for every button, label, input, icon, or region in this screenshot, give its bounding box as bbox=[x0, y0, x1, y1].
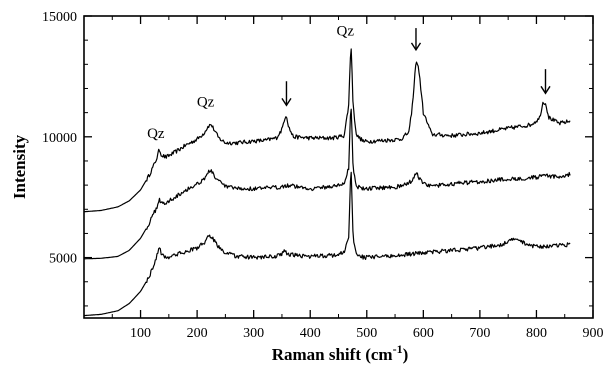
x-tick-label: 800 bbox=[526, 326, 547, 341]
y-tick-label: 10000 bbox=[42, 131, 77, 146]
x-axis-title: Raman shift (cm-1) bbox=[272, 342, 409, 364]
x-tick-label: 200 bbox=[187, 326, 208, 341]
x-tick-label: 900 bbox=[583, 326, 603, 341]
axis-ticks bbox=[84, 15, 594, 318]
y-tick-label: 15000 bbox=[42, 10, 77, 25]
qz-peak-label: Qz bbox=[197, 95, 215, 111]
annotations: Qz Qz Qz bbox=[147, 23, 551, 142]
qz-peak-label: Qz bbox=[337, 23, 355, 39]
x-tick-label: 400 bbox=[300, 326, 321, 341]
plot-frame bbox=[83, 15, 594, 319]
x-tick-label: 500 bbox=[356, 326, 377, 341]
y-tick-label: 5000 bbox=[49, 252, 77, 267]
peak-arrow-icon bbox=[540, 69, 551, 95]
x-tick-label: 700 bbox=[469, 326, 490, 341]
spectrum-line-1 bbox=[84, 48, 571, 213]
axis-tick-labels: 100 200 300 400 500 600 700 800 900 5000 10000 1500… bbox=[42, 10, 603, 341]
spectrum-line-2 bbox=[84, 108, 571, 260]
peak-arrow-icon bbox=[410, 28, 422, 52]
x-tick-label: 300 bbox=[243, 326, 264, 341]
qz-peak-label: Qz bbox=[147, 126, 165, 142]
spectra bbox=[84, 48, 571, 317]
x-tick-label: 600 bbox=[413, 326, 434, 341]
peak-arrow-icon bbox=[281, 81, 292, 107]
x-tick-label: 100 bbox=[130, 326, 151, 341]
spectrum-line-3 bbox=[84, 171, 571, 317]
y-axis-title: Intensity bbox=[10, 134, 29, 199]
